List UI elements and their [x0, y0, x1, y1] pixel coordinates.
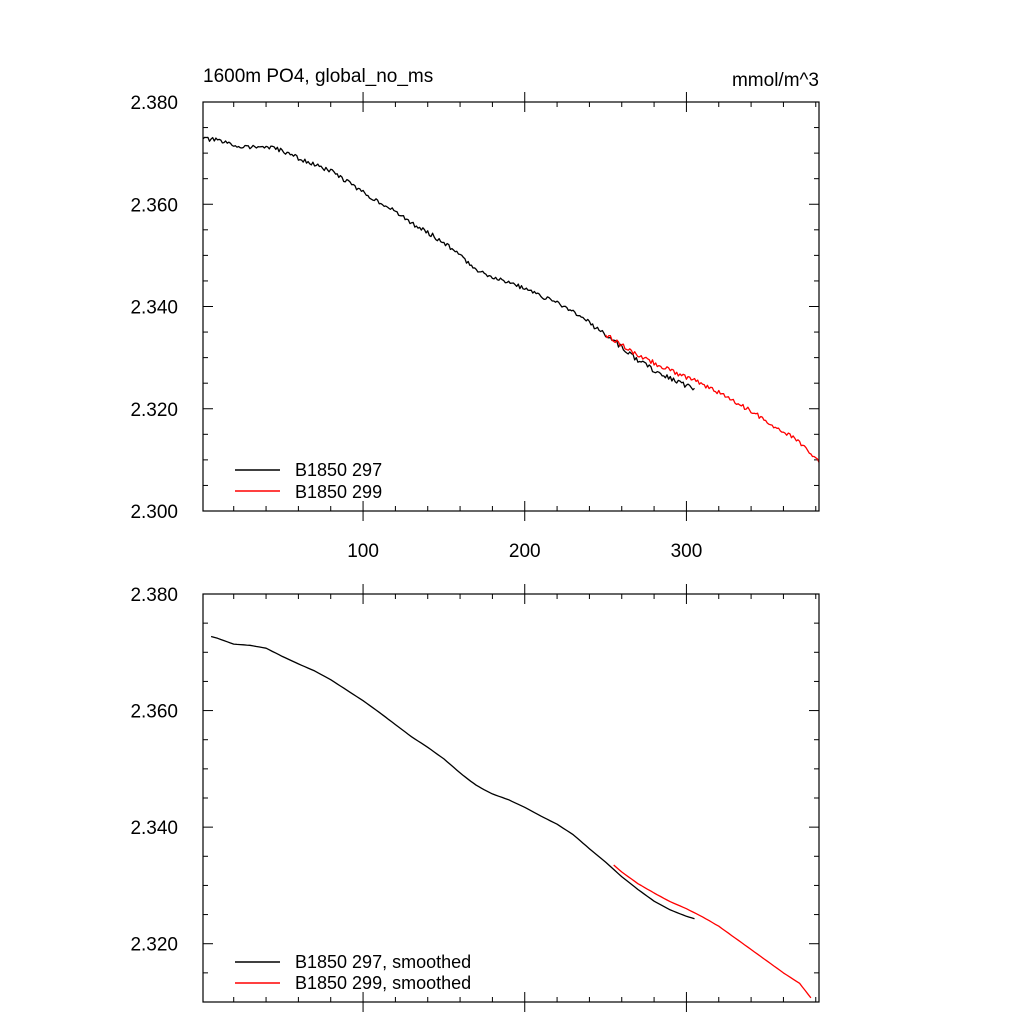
top-xtick-label: 100: [347, 541, 379, 562]
bottom-ytick-label: 2.380: [130, 585, 178, 606]
top-legend: B1850 297 B1850 299: [235, 460, 382, 502]
top-ytick-label: 2.300: [130, 502, 178, 523]
top-axis-tick-labels: 2.300 2.320 2.340 2.360 2.380 100 200 300: [130, 93, 702, 562]
top-ytick-label: 2.380: [130, 93, 178, 114]
bottom-plot-frame: [202, 593, 820, 1003]
bottom-ytick-label: 2.360: [130, 702, 178, 723]
top-series-lines: [203, 136, 819, 463]
top-series-b1850-297: [203, 136, 695, 391]
top-xtick-label: 200: [509, 541, 541, 562]
bottom-axis-ticks: [203, 584, 819, 1012]
top-ytick-label: 2.360: [130, 195, 178, 216]
units-label: mmol/m^3: [732, 70, 819, 91]
legend-label-b1850-297: B1850 297: [295, 460, 382, 480]
bottom-axis-tick-labels: 2.320 2.340 2.360 2.380: [130, 585, 178, 956]
top-series-b1850-299: [605, 334, 819, 463]
top-axis-ticks: [203, 92, 819, 521]
top-ytick-label: 2.340: [130, 298, 178, 319]
bottom-ytick-label: 2.320: [130, 935, 178, 956]
chart-title: 1600m PO4, global_no_ms: [203, 66, 433, 87]
top-ytick-label: 2.320: [130, 400, 178, 421]
top-panel: 1600m PO4, global_no_ms mmol/m^3 2.3002.…: [130, 66, 820, 562]
bottom-series-b1850-297-smoothed: [210, 635, 695, 920]
bottom-series-lines: [210, 635, 812, 999]
bottom-ytick-label: 2.340: [130, 818, 178, 839]
legend-label-b1850-297-smoothed: B1850 297, smoothed: [295, 952, 471, 972]
bottom-legend: B1850 297, smoothed B1850 299, smoothed: [235, 952, 471, 993]
bottom-panel: 2.320 2.340 2.360 2.380 B1850 297, smoothed…: [130, 584, 820, 1012]
bottom-series-b1850-299-smoothed: [613, 864, 812, 999]
top-xtick-label: 300: [671, 541, 703, 562]
top-plot-frame: [202, 101, 820, 512]
legend-label-b1850-299: B1850 299: [295, 482, 382, 502]
legend-label-b1850-299-smoothed: B1850 299, smoothed: [295, 973, 471, 993]
